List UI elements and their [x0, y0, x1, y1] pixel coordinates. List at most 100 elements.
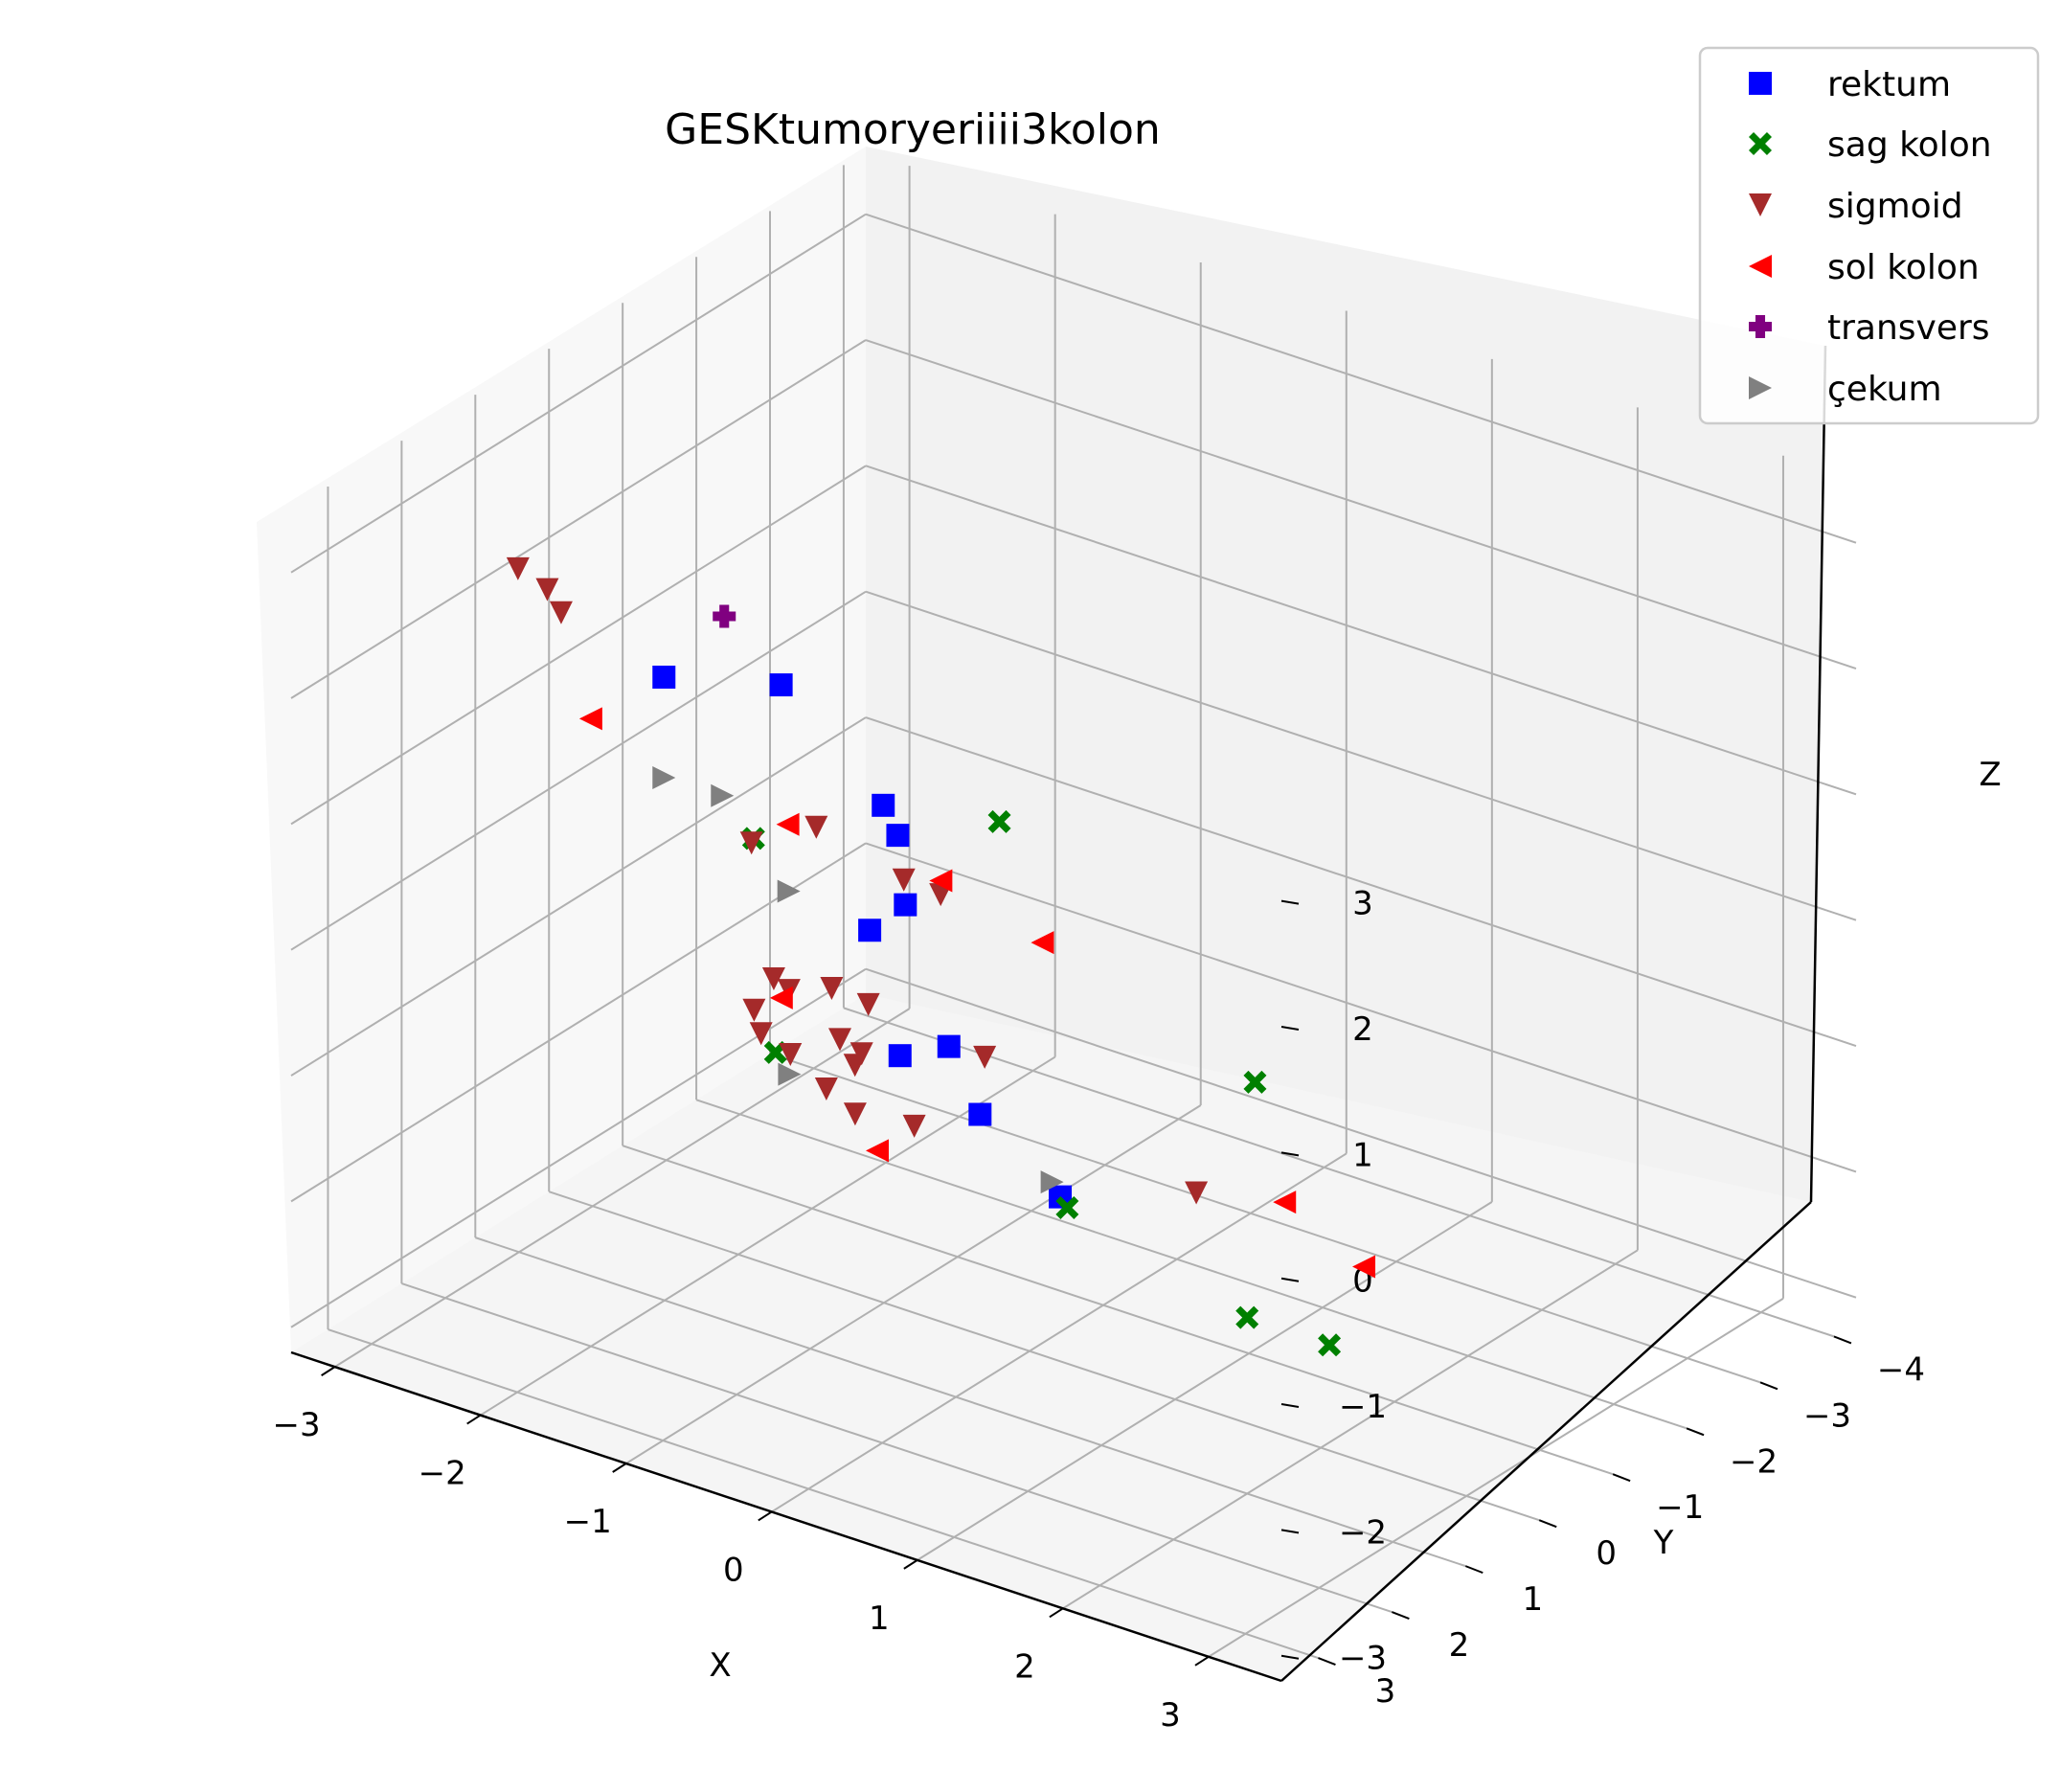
y-tick	[1464, 1565, 1483, 1575]
y-tick-label: 3	[1375, 1672, 1396, 1711]
y-tick-label: −2	[1730, 1442, 1778, 1481]
legend-markers	[1749, 72, 1772, 399]
point-sigmoid	[856, 992, 880, 1016]
legend-marker-cekum	[1749, 376, 1772, 399]
z-tick-label: 2	[1352, 1010, 1373, 1049]
point-rektum	[858, 919, 882, 942]
y-tick-label: 2	[1449, 1626, 1470, 1665]
point-sigmoid	[761, 966, 785, 990]
y-tick-label: 0	[1596, 1534, 1617, 1573]
x-tick	[466, 1414, 482, 1425]
x-tick	[321, 1366, 336, 1376]
z-grid-left	[290, 465, 867, 826]
x-tick	[1194, 1655, 1210, 1667]
z-grid-back	[865, 590, 1857, 921]
legend: rektum sag kolon sigmoid sol kolon trans…	[1698, 46, 2040, 425]
point-sol-kolon	[776, 812, 800, 836]
point-rektum	[886, 824, 910, 848]
point-sag-kolon	[987, 809, 1011, 833]
point-sol-kolon	[1352, 1255, 1376, 1279]
z-grid-back	[865, 842, 1857, 1173]
point-sigmoid	[535, 578, 559, 601]
y-tick	[1612, 1473, 1631, 1483]
x-tick	[903, 1559, 918, 1570]
z-grid-left	[290, 716, 867, 1077]
point-sigmoid	[749, 1022, 773, 1046]
point-rektum	[968, 1102, 992, 1126]
x-tick-label: 3	[1160, 1696, 1181, 1735]
y-grid-floor	[548, 1191, 1540, 1522]
y-tick	[1538, 1519, 1557, 1529]
point-cekum	[652, 766, 676, 790]
legend-marker-sag-kolon	[1749, 132, 1772, 155]
z-tick-label: −1	[1339, 1388, 1387, 1426]
z-tick	[1280, 1151, 1300, 1157]
legend-marker-rektum	[1749, 72, 1772, 95]
z-tick	[1280, 1277, 1300, 1282]
point-sigmoid	[902, 1114, 926, 1138]
point-sigmoid	[779, 1042, 803, 1066]
x-tick-label: 0	[723, 1551, 744, 1589]
point-sigmoid	[739, 831, 763, 855]
z-grid-left	[290, 590, 867, 951]
point-sigmoid	[804, 815, 828, 839]
point-rektum	[652, 665, 676, 689]
point-rektum	[888, 1044, 912, 1068]
point-sigmoid	[843, 1102, 867, 1126]
point-sol-kolon	[578, 707, 602, 731]
z-grid-left	[290, 213, 867, 574]
legend-marker-transvers	[1749, 315, 1772, 338]
y-tick-label: −4	[1877, 1350, 1925, 1389]
y-axis-label: Y	[1653, 1524, 1674, 1562]
z-grid-left	[290, 339, 867, 699]
z-tick	[1280, 1403, 1300, 1409]
point-sag-kolon	[1243, 1070, 1267, 1094]
y-tick	[1686, 1427, 1705, 1437]
point-sigmoid	[814, 1077, 838, 1101]
point-rektum	[894, 893, 917, 917]
point-sol-kolon	[929, 869, 953, 893]
point-sol-kolon	[865, 1139, 889, 1163]
legend-marker-sol-kolon	[1749, 255, 1772, 278]
legend-label-cekum: çekum	[1827, 370, 1942, 409]
x-tick	[758, 1510, 773, 1522]
point-sigmoid	[549, 601, 573, 624]
y-tick	[1759, 1381, 1778, 1391]
z-axis-line	[1809, 345, 1827, 1203]
point-sigmoid	[892, 868, 916, 892]
point-sag-kolon	[1055, 1195, 1079, 1219]
z-tick	[1280, 1654, 1300, 1660]
pane-left	[257, 147, 866, 1352]
point-rektum	[937, 1034, 961, 1058]
z-grid-back	[865, 465, 1857, 796]
point-sigmoid	[506, 556, 530, 580]
x-tick-label: −2	[419, 1455, 466, 1493]
z-tick-label: 1	[1352, 1136, 1373, 1174]
y-tick	[1318, 1657, 1336, 1666]
point-sigmoid	[1185, 1181, 1209, 1205]
y-grid-floor	[769, 1053, 1761, 1384]
x-tick-label: −3	[273, 1406, 321, 1444]
point-sigmoid	[973, 1045, 997, 1069]
y-grid-floor	[328, 1328, 1319, 1659]
point-sigmoid	[820, 976, 844, 1000]
legend-label-sag-kolon: sag kolon	[1827, 125, 1992, 165]
point-cekum	[777, 879, 801, 903]
z-tick	[1280, 899, 1300, 905]
point-sol-kolon	[769, 986, 793, 1009]
legend-label-rektum: rektum	[1827, 65, 1951, 104]
z-tick-label: −2	[1339, 1513, 1387, 1552]
legend-frame	[1698, 46, 2040, 425]
point-cekum	[778, 1062, 802, 1086]
z-grid-left	[290, 967, 867, 1328]
chart-title: GESKtumoryeriiii3kolon	[665, 105, 1161, 154]
z-grid-back	[865, 716, 1857, 1047]
y-grid-floor	[695, 1099, 1687, 1430]
legend-label-transvers: transvers	[1827, 308, 1990, 348]
point-rektum	[769, 673, 793, 697]
z-grid-back	[865, 213, 1857, 544]
grid-lines	[290, 165, 1857, 1659]
z-grid-back	[865, 967, 1857, 1299]
data-points	[506, 556, 1376, 1357]
